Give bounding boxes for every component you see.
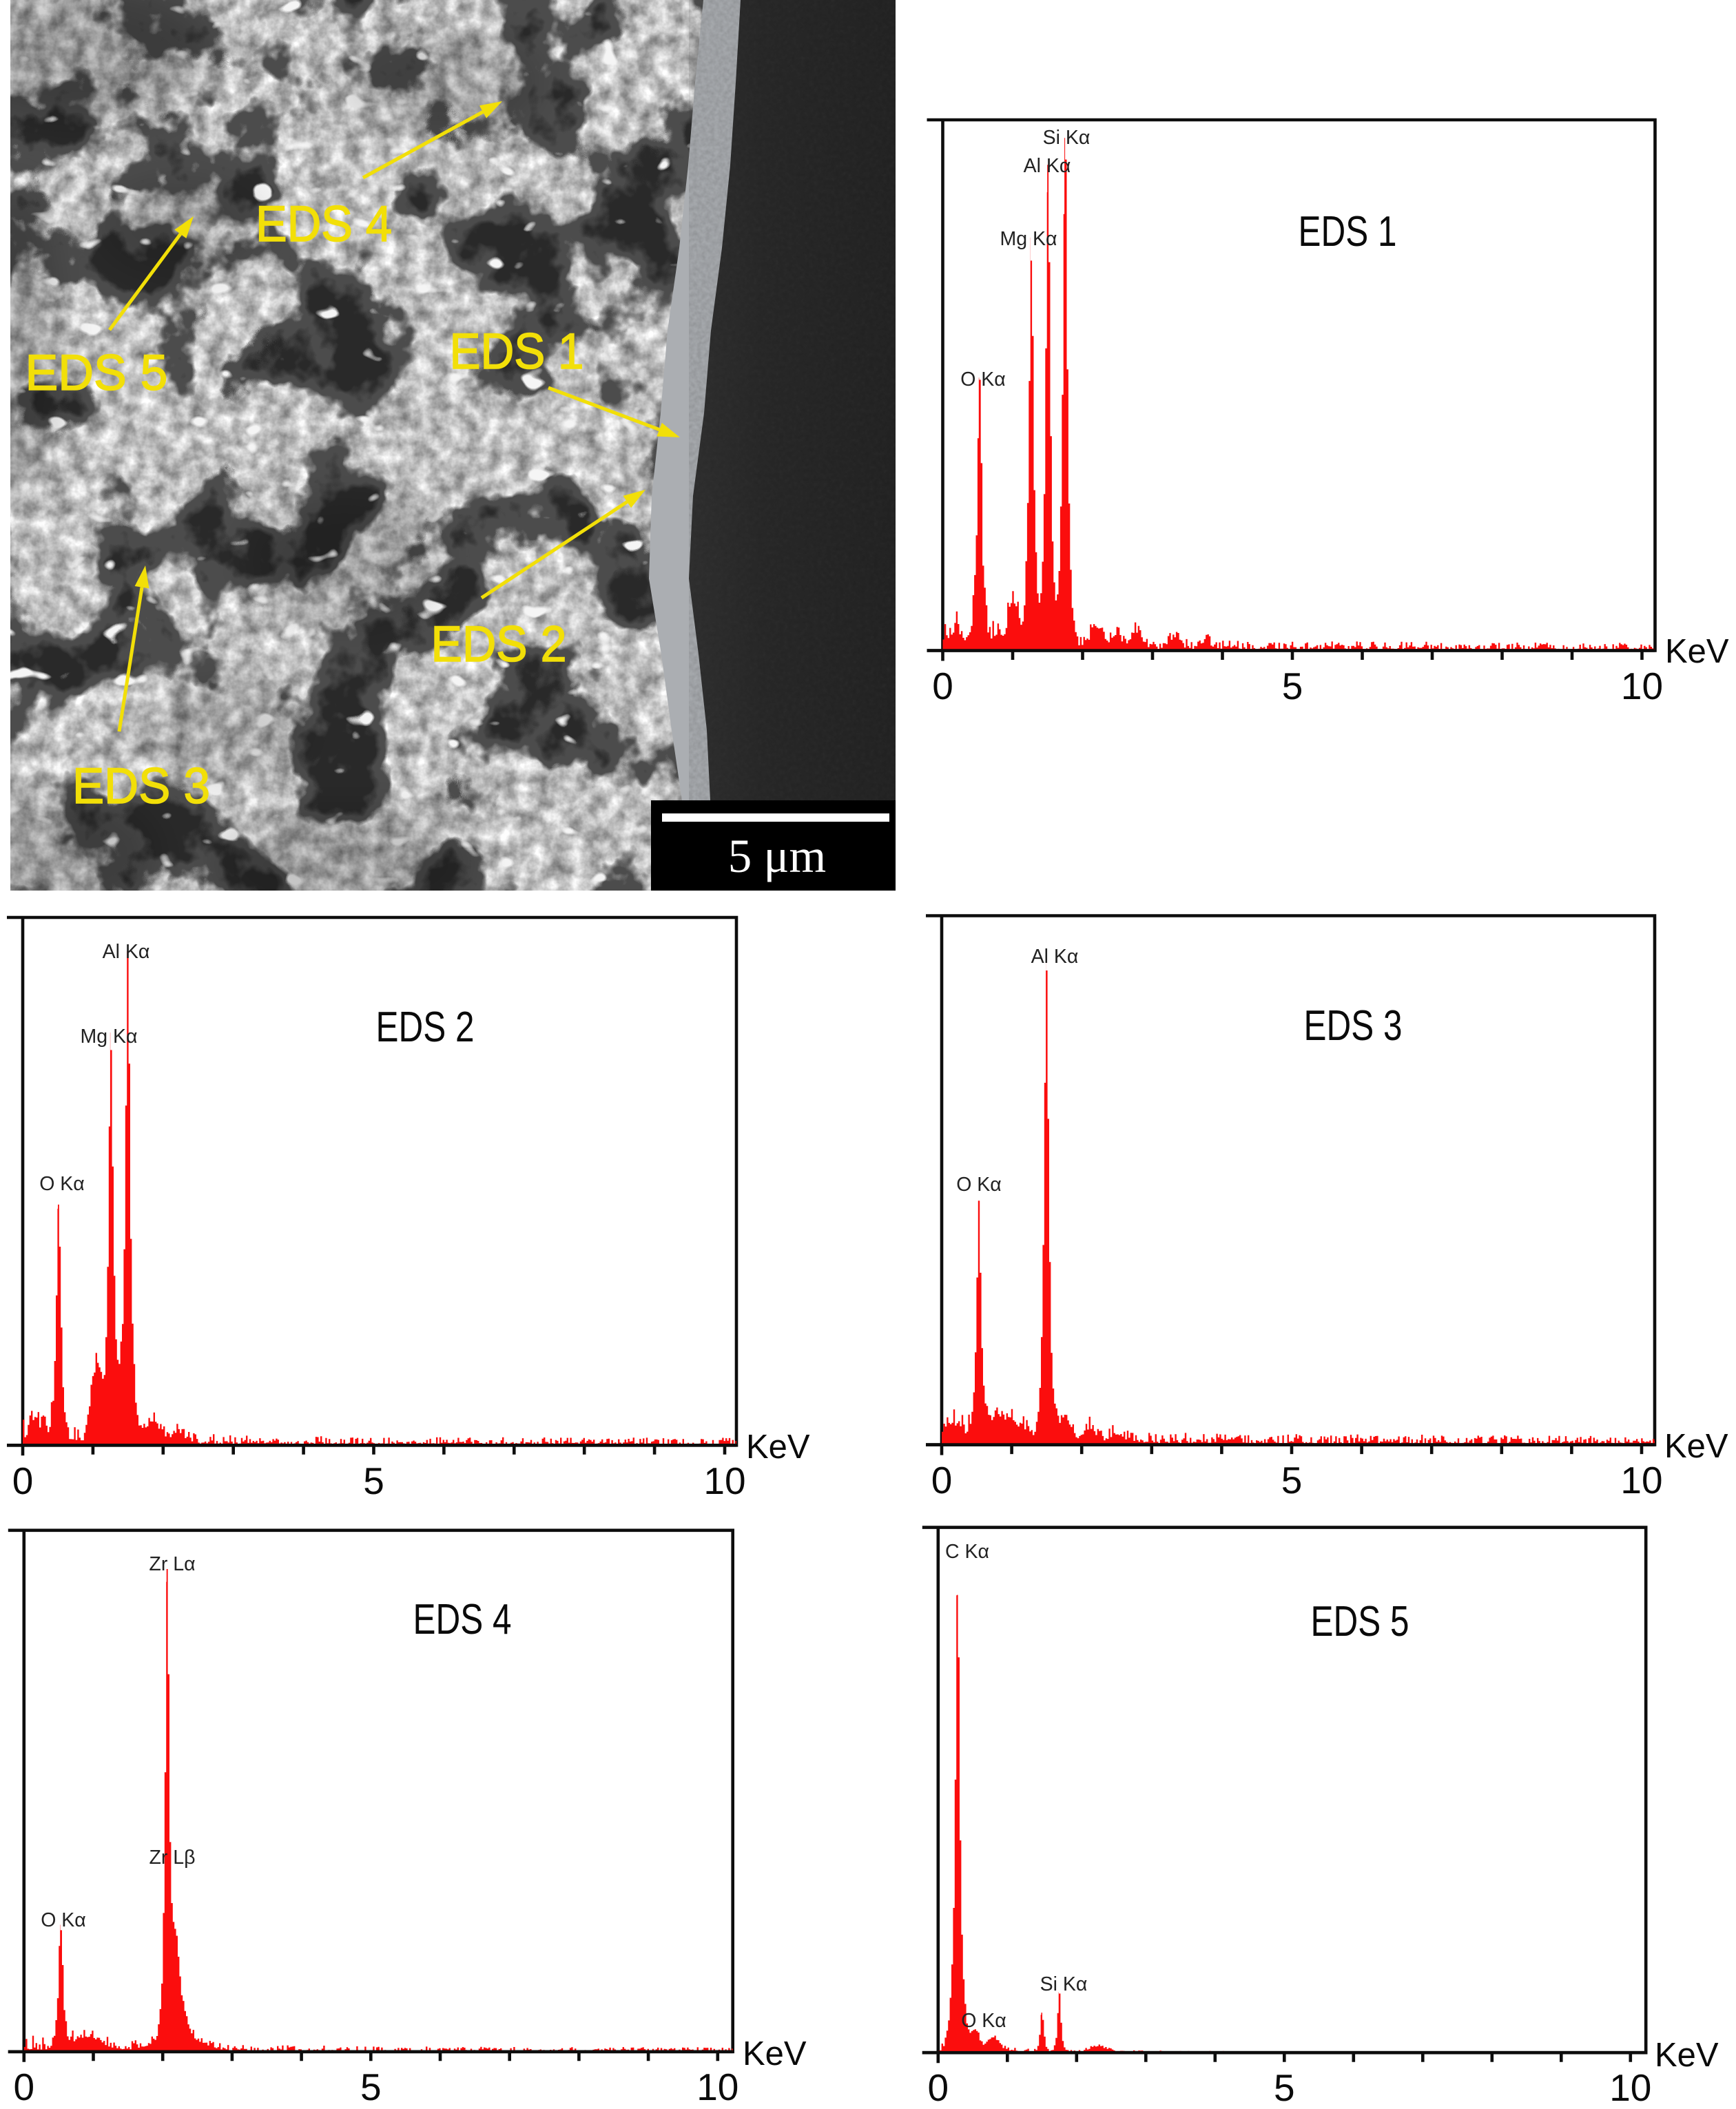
svg-text:Zr Lβ: Zr Lβ <box>149 1847 195 1869</box>
svg-text:Al Kα: Al Kα <box>1031 946 1079 968</box>
svg-text:O Kα: O Kα <box>961 2010 1006 2032</box>
svg-text:5: 5 <box>360 2066 382 2106</box>
svg-text:5 μm: 5 μm <box>728 830 826 882</box>
svg-text:EDS 2: EDS 2 <box>376 1004 475 1051</box>
svg-text:EDS 4: EDS 4 <box>256 196 392 252</box>
svg-text:C Kα: C Kα <box>945 1541 989 1563</box>
svg-text:0: 0 <box>928 2066 949 2106</box>
svg-text:KeV: KeV <box>1655 2037 1719 2074</box>
svg-text:EDS 3: EDS 3 <box>72 758 210 814</box>
svg-text:10: 10 <box>1609 2066 1651 2106</box>
svg-text:10: 10 <box>696 2066 738 2106</box>
svg-text:EDS 2: EDS 2 <box>431 616 567 672</box>
svg-text:EDS 5: EDS 5 <box>25 345 168 401</box>
svg-text:0: 0 <box>14 2066 35 2106</box>
svg-text:0: 0 <box>12 1459 34 1502</box>
svg-text:Al Kα: Al Kα <box>1024 155 1071 177</box>
svg-text:Al Kα: Al Kα <box>103 941 150 963</box>
svg-text:Mg Kα: Mg Kα <box>1000 228 1057 250</box>
svg-text:KeV: KeV <box>1665 633 1729 670</box>
svg-text:Mg Kα: Mg Kα <box>81 1026 138 1048</box>
svg-text:10: 10 <box>1621 665 1663 707</box>
svg-text:Si Kα: Si Kα <box>1040 1973 1088 1995</box>
svg-text:EDS 4: EDS 4 <box>413 1596 512 1643</box>
svg-text:Si Kα: Si Kα <box>1043 127 1091 149</box>
svg-text:EDS 3: EDS 3 <box>1304 1002 1403 1050</box>
svg-text:10: 10 <box>703 1459 745 1502</box>
svg-text:5: 5 <box>1274 2066 1295 2106</box>
svg-text:5: 5 <box>363 1459 384 1502</box>
svg-text:O Kα: O Kα <box>41 1909 86 1931</box>
svg-text:EDS 1: EDS 1 <box>1299 208 1397 256</box>
svg-text:10: 10 <box>1620 1459 1662 1502</box>
svg-text:O Kα: O Kα <box>960 368 1006 391</box>
svg-text:O Kα: O Kα <box>39 1173 85 1195</box>
svg-text:5: 5 <box>1281 1459 1303 1502</box>
svg-text:EDS 5: EDS 5 <box>1311 1598 1409 1645</box>
svg-text:KeV: KeV <box>746 1428 810 1466</box>
svg-text:5: 5 <box>1282 665 1303 707</box>
svg-text:KeV: KeV <box>743 2035 807 2072</box>
svg-text:0: 0 <box>931 1459 953 1502</box>
svg-text:0: 0 <box>932 665 953 707</box>
svg-text:KeV: KeV <box>1664 1428 1728 1465</box>
svg-text:O Kα: O Kα <box>956 1174 1002 1196</box>
svg-text:Zr Lα: Zr Lα <box>149 1553 195 1575</box>
svg-text:EDS 1: EDS 1 <box>450 324 584 380</box>
